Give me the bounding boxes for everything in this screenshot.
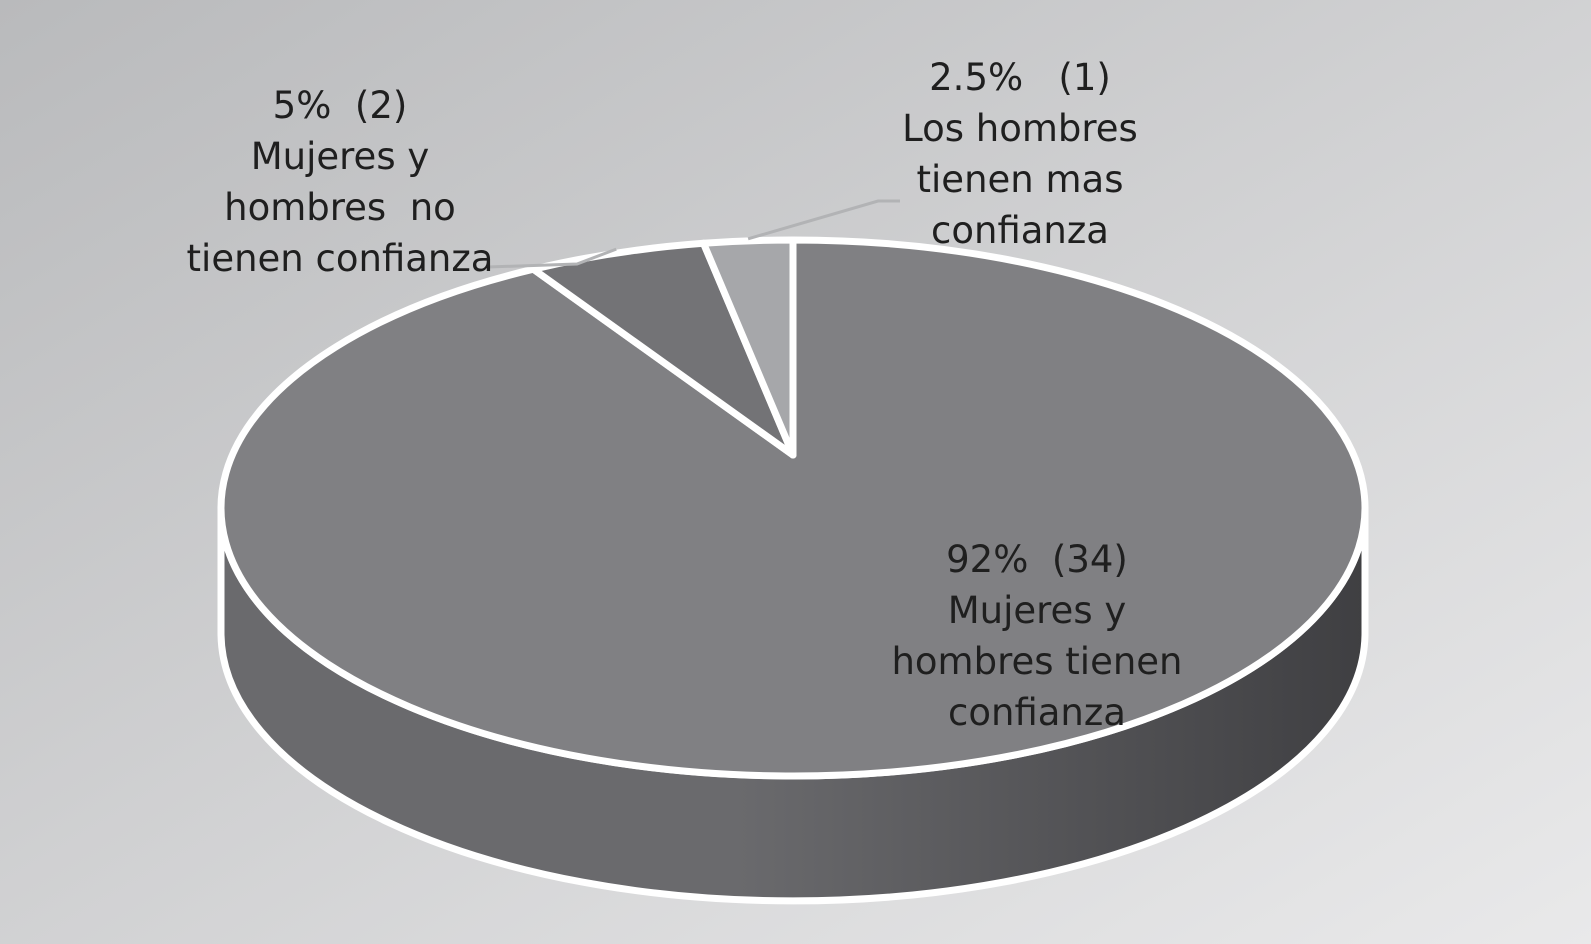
data-label-category-2-line-2: tienen mas xyxy=(917,158,1124,201)
data-label-category-0-line-3: confianza xyxy=(948,691,1126,734)
data-label-value-1: 5% (2) xyxy=(273,84,408,127)
data-label-category-2-line-3: confianza xyxy=(931,209,1109,252)
data-label-category-1-line-1: Mujeres y xyxy=(251,135,430,178)
data-label-category-0-line-2: hombres tienen xyxy=(891,640,1182,683)
data-label-value-2: 2.5% (1) xyxy=(929,56,1111,99)
data-label-category-1-line-2: hombres no xyxy=(224,186,456,229)
data-label-category-1-line-3: tienen confianza xyxy=(187,237,494,280)
data-labels: 92% (34) Mujeres y hombres tienen confianza… xyxy=(187,56,1183,734)
data-label-value-0: 92% (34) xyxy=(946,538,1128,581)
leader-lines xyxy=(487,199,900,269)
leader-line-slice-1 xyxy=(487,247,617,269)
data-label-category-0-line-1: Mujeres y xyxy=(948,589,1127,632)
data-label-category-2-line-1: Los hombres xyxy=(902,107,1138,150)
pie-slice-0 xyxy=(217,236,1369,780)
pie-slice-1 xyxy=(529,239,797,459)
leader-line-slice-2 xyxy=(747,199,900,241)
pie-top-face xyxy=(217,236,1369,780)
pie-slice-2 xyxy=(700,236,797,459)
